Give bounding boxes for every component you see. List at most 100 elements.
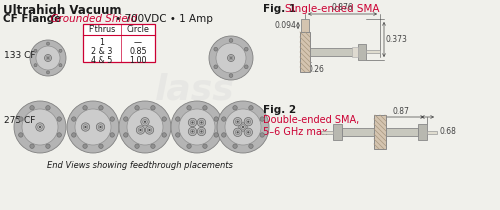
Circle shape [244, 118, 252, 126]
Circle shape [83, 106, 87, 110]
Bar [386, 128, 418, 136]
Circle shape [57, 133, 62, 137]
Circle shape [229, 38, 233, 42]
Text: 0.373: 0.373 [386, 35, 408, 44]
Circle shape [98, 106, 103, 110]
Circle shape [150, 106, 155, 110]
Circle shape [124, 117, 128, 121]
Circle shape [162, 117, 166, 121]
Text: Ultrahigh Vacuum: Ultrahigh Vacuum [3, 4, 122, 17]
Circle shape [230, 57, 232, 59]
Bar [300, 32, 310, 72]
Circle shape [44, 55, 52, 62]
Circle shape [144, 121, 146, 123]
Circle shape [110, 117, 114, 121]
Circle shape [260, 133, 264, 137]
Circle shape [36, 46, 60, 70]
Circle shape [18, 133, 23, 137]
Circle shape [229, 74, 233, 77]
Circle shape [202, 106, 207, 110]
Circle shape [188, 118, 196, 127]
Circle shape [135, 144, 140, 148]
Circle shape [248, 121, 250, 123]
Circle shape [214, 133, 218, 137]
Circle shape [75, 109, 111, 145]
Circle shape [176, 133, 180, 137]
Circle shape [176, 117, 180, 121]
Circle shape [140, 129, 141, 131]
Bar [83, 24, 155, 62]
Circle shape [239, 123, 247, 131]
Circle shape [202, 144, 207, 148]
Circle shape [217, 101, 269, 153]
Circle shape [83, 144, 87, 148]
Text: 0.094: 0.094 [274, 21, 296, 30]
Circle shape [179, 109, 215, 145]
Circle shape [209, 36, 253, 80]
Circle shape [234, 118, 242, 126]
Text: CF Flange: CF Flange [3, 14, 62, 24]
Text: F'thrus: F'thrus [88, 25, 116, 34]
Circle shape [127, 109, 163, 145]
Text: 275 CF: 275 CF [4, 116, 36, 125]
Text: Double-ended SMA,
5–6 GHz max: Double-ended SMA, 5–6 GHz max [263, 115, 359, 136]
Text: 133 CF: 133 CF [4, 51, 36, 60]
Bar [352, 47, 358, 57]
Circle shape [72, 133, 76, 137]
Circle shape [244, 128, 252, 136]
Text: • 700VDC • 1 Amp: • 700VDC • 1 Amp [112, 14, 213, 24]
Circle shape [30, 106, 34, 110]
Circle shape [192, 121, 194, 123]
Text: 0.85: 0.85 [129, 47, 147, 56]
Circle shape [248, 106, 253, 110]
Circle shape [110, 133, 114, 137]
Circle shape [67, 101, 119, 153]
Circle shape [46, 106, 50, 110]
Text: —: — [134, 38, 142, 47]
Circle shape [22, 109, 58, 145]
Circle shape [214, 65, 218, 69]
Circle shape [46, 42, 50, 45]
Circle shape [57, 117, 62, 121]
Circle shape [72, 117, 76, 121]
Circle shape [248, 144, 253, 148]
Circle shape [46, 71, 50, 74]
Circle shape [36, 123, 44, 131]
Circle shape [162, 133, 166, 137]
Circle shape [141, 118, 149, 126]
Circle shape [171, 101, 223, 153]
Text: Grounded Shield: Grounded Shield [44, 14, 138, 24]
Bar [418, 124, 427, 140]
Bar [301, 19, 309, 32]
Text: End Views showing feedthrough placements: End Views showing feedthrough placements [47, 161, 233, 170]
Text: Circle: Circle [126, 25, 150, 34]
Circle shape [228, 55, 234, 62]
Circle shape [187, 106, 192, 110]
Circle shape [260, 117, 264, 121]
Circle shape [39, 126, 41, 128]
Bar [374, 115, 386, 149]
Text: 1.00: 1.00 [130, 56, 147, 65]
Bar [310, 48, 358, 56]
Circle shape [244, 47, 248, 51]
Circle shape [59, 49, 62, 52]
Text: lass: lass [155, 73, 235, 107]
Bar [366, 50, 380, 53]
Circle shape [225, 109, 261, 145]
Circle shape [84, 126, 86, 128]
Circle shape [222, 133, 226, 137]
Circle shape [148, 129, 150, 131]
Circle shape [200, 130, 202, 133]
Circle shape [34, 64, 37, 67]
Circle shape [30, 40, 66, 76]
Circle shape [18, 117, 23, 121]
Circle shape [200, 121, 202, 123]
Circle shape [82, 123, 90, 131]
Text: Single-ended SMA: Single-ended SMA [285, 4, 380, 14]
Circle shape [96, 123, 104, 131]
Circle shape [150, 144, 155, 148]
Circle shape [216, 43, 246, 73]
Circle shape [30, 144, 34, 148]
Circle shape [119, 101, 171, 153]
Text: 0.26: 0.26 [307, 66, 324, 75]
